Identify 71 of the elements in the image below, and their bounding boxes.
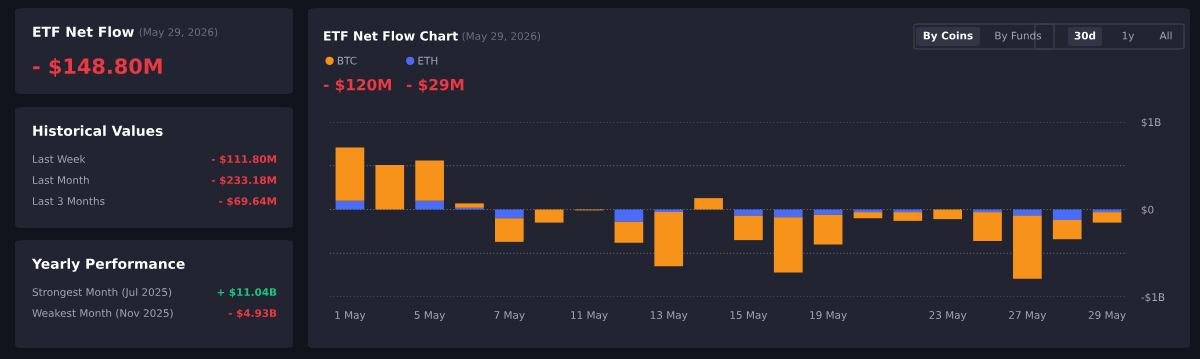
- text: Last 3 Months: [33, 196, 105, 206]
- x-tick-label: 5 May: [414, 311, 446, 321]
- text: Strongest Month (Jul 2025): [32, 287, 172, 299]
- bar: [335, 147, 365, 201]
- y-tick-label: $0: [1141, 205, 1154, 215]
- text: By Funds: [995, 31, 1042, 42]
- bar: [1013, 215, 1042, 279]
- text: + $11.04B: [217, 287, 277, 298]
- bar: [973, 209, 1002, 213]
- legend-label: BTC: [337, 56, 357, 65]
- bar: [734, 209, 763, 216]
- bar: [455, 203, 484, 208]
- bar: [1052, 209, 1082, 220]
- bar: [1052, 220, 1082, 240]
- bar: [853, 212, 883, 219]
- chart-title: ETF Net Flow Chart: [324, 30, 458, 41]
- bar: [813, 209, 843, 215]
- bar: [893, 212, 923, 221]
- bar: [933, 209, 963, 220]
- bar: [614, 221, 644, 243]
- text: Last Week: [33, 154, 86, 164]
- text: - $233.18M: [211, 175, 277, 186]
- text: - $29M: [406, 78, 464, 93]
- text: - $111.80M: [211, 154, 277, 165]
- text: (May 29, 2026): [139, 27, 218, 39]
- text: - $69.64M: [219, 196, 277, 207]
- bar: [1013, 209, 1042, 216]
- x-tick-label: 29 May: [1088, 311, 1126, 321]
- legend-label: ETH: [418, 56, 438, 65]
- bar: [654, 209, 684, 213]
- x-tick-label: 13 May: [650, 311, 688, 321]
- x-tick-label: 11 May: [571, 311, 608, 321]
- bar: [1092, 209, 1122, 213]
- text: 1y: [1122, 31, 1135, 42]
- text: Yearly Performance: [31, 258, 185, 272]
- x-tick-label: 1 May: [335, 311, 366, 321]
- text: All: [1159, 31, 1172, 40]
- text: - $4.93B: [228, 308, 277, 319]
- text: - $120M: [323, 78, 391, 93]
- bar: [415, 200, 444, 210]
- x-tick-label: 27 May: [1009, 311, 1047, 321]
- bar: [494, 218, 524, 242]
- bar: [893, 209, 923, 213]
- bar: [973, 212, 1002, 241]
- bar: [773, 209, 803, 218]
- y-tick-label: -$1B: [1141, 293, 1165, 303]
- bar: [734, 215, 763, 241]
- bar: [1092, 212, 1122, 223]
- bar: [534, 209, 564, 223]
- bar: [853, 209, 883, 213]
- text: 30d: [1074, 31, 1096, 40]
- y-tick-label: $1B: [1141, 118, 1161, 128]
- x-tick-label: 7 May: [494, 311, 525, 321]
- bar: [375, 164, 405, 210]
- bar: [494, 209, 524, 219]
- text: Weakest Month (Nov 2025): [32, 308, 173, 319]
- bar: [694, 198, 723, 210]
- text: - $148.80M: [33, 57, 162, 77]
- x-tick-label: 23 May: [929, 311, 967, 321]
- text: By Coins: [923, 31, 973, 42]
- bar: [614, 209, 644, 222]
- text: Historical Values: [33, 125, 163, 137]
- text: Last Month: [33, 175, 89, 185]
- bar: [813, 214, 843, 245]
- text: ETF Net Flow: [33, 26, 134, 38]
- bar: [415, 160, 444, 201]
- x-tick-label: 19 May: [810, 311, 847, 321]
- bar: [773, 217, 803, 273]
- x-tick-label: 15 May: [730, 311, 768, 321]
- bar: [654, 212, 684, 267]
- chart-subtitle: (May 29, 2026): [462, 31, 541, 43]
